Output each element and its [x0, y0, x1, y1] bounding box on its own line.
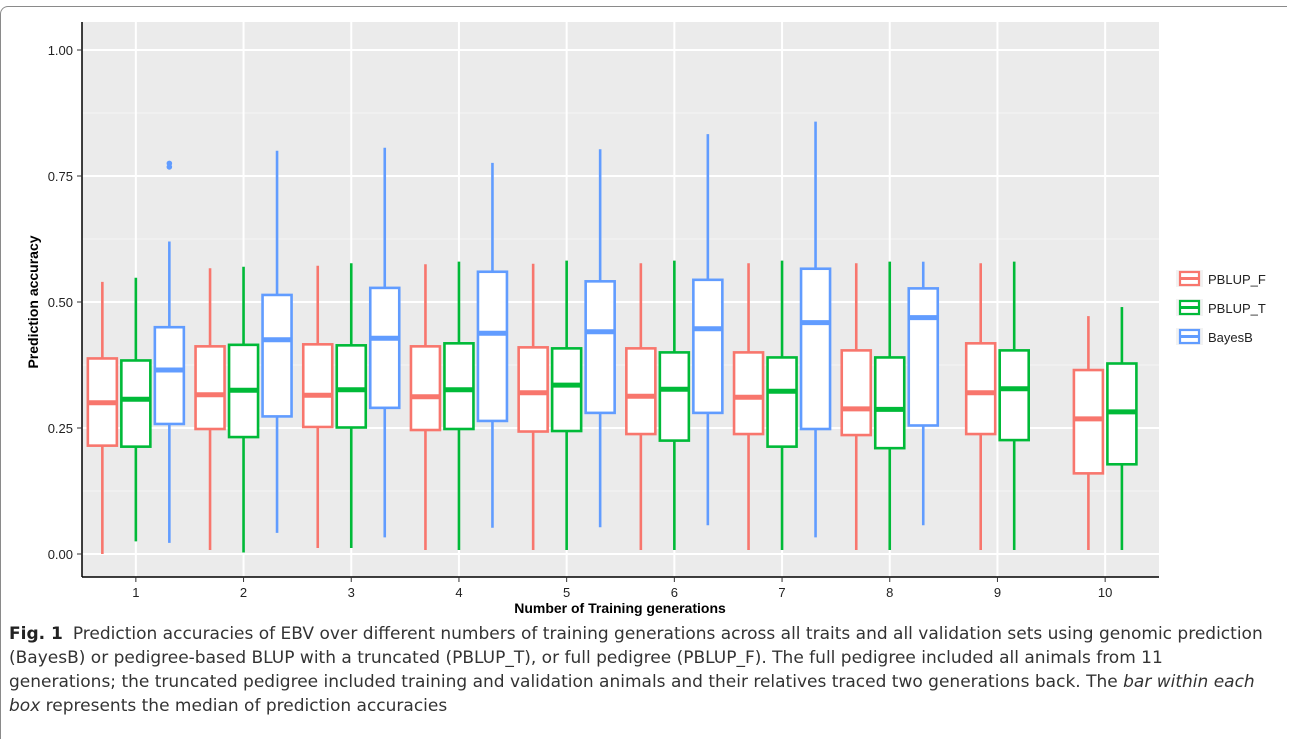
box-PBLUP_F-7: [732, 263, 765, 550]
box-PBLUP_F-6: [625, 263, 657, 550]
y-axis-title: Prediction accuracy: [25, 235, 41, 368]
box-PBLUP_T-6: [658, 260, 691, 550]
box-PBLUP_F-2: [194, 268, 226, 550]
box-iqr: [120, 359, 152, 448]
box-BayesB-5: [584, 149, 616, 528]
x-tick-label: 1: [132, 585, 139, 600]
box-PBLUP_F-1: [86, 281, 119, 554]
x-tick-label: 10: [1098, 585, 1112, 600]
y-tick-label: 0.75: [48, 169, 73, 184]
boxplot-chart: 0.00 0.25 0.50 0.75 1.00 1 2 3 4 5 6 7 8 9 10 Number …: [25, 22, 1266, 616]
box-PBLUP_F-8: [840, 263, 873, 550]
box-iqr: [766, 356, 798, 448]
box-iqr: [692, 278, 724, 415]
box-PBLUP_F-4: [409, 264, 442, 550]
figure-frame: [0, 6, 1287, 739]
box-BayesB-7: [799, 121, 832, 538]
box-iqr: [625, 347, 657, 436]
box-PBLUP_T-7: [766, 260, 798, 550]
box-iqr: [998, 349, 1031, 442]
box-iqr: [658, 351, 691, 442]
box-iqr: [550, 347, 583, 433]
box-PBLUP_F-9: [964, 263, 997, 550]
box-PBLUP_T-2: [227, 266, 260, 553]
box-iqr: [732, 351, 765, 436]
box-PBLUP_T-3: [335, 263, 368, 548]
x-tick-label: 9: [994, 585, 1001, 600]
legend-item-BayesB: BayesB: [1176, 328, 1253, 345]
x-tick-label: 8: [886, 585, 893, 600]
figure-caption: Fig. 1 Prediction accuracies of EBV over …: [9, 622, 1274, 718]
box-PBLUP_T-4: [443, 261, 475, 550]
box-PBLUP_F-10: [1072, 316, 1105, 550]
y-tick-label: 0.25: [48, 421, 73, 436]
box-iqr: [799, 267, 832, 431]
y-tick-label: 1.00: [48, 43, 73, 58]
box-iqr: [1072, 368, 1105, 475]
box-PBLUP_T-8: [873, 261, 906, 550]
legend-label: BayesB: [1208, 330, 1253, 345]
box-PBLUP_F-5: [517, 263, 549, 550]
box-PBLUP_T-1: [120, 277, 152, 542]
x-tick-label: 3: [348, 585, 355, 600]
box-iqr: [517, 346, 549, 433]
box-BayesB-4: [476, 162, 509, 528]
legend-item-PBLUP_F: PBLUP_F: [1176, 270, 1266, 287]
y-tick-label: 0.00: [48, 547, 73, 562]
box-iqr: [964, 342, 997, 436]
legend-label: PBLUP_T: [1208, 301, 1266, 316]
legend: PBLUP_F PBLUP_T BayesB: [1176, 270, 1266, 345]
x-tick-label: 4: [455, 585, 462, 600]
box-iqr: [840, 349, 873, 437]
x-tick-label: 2: [240, 585, 247, 600]
box-iqr: [153, 325, 186, 426]
legend-label: PBLUP_F: [1208, 272, 1266, 287]
caption-italic: bar within each box: [9, 672, 1255, 716]
x-ticks: 1 2 3 4 5 6 7 8 9 10: [132, 577, 1112, 600]
box-BayesB-1: [153, 160, 186, 543]
box-iqr: [261, 293, 293, 418]
box-BayesB-6: [692, 134, 724, 526]
box-BayesB-3: [368, 147, 401, 538]
box-series: [86, 121, 1138, 554]
outlier-point: [166, 160, 173, 167]
x-tick-label: 6: [671, 585, 678, 600]
caption-label: Fig. 1: [9, 624, 63, 644]
box-iqr: [368, 286, 401, 410]
caption-text-end: represents the median of prediction accu…: [40, 696, 448, 716]
box-PBLUP_T-10: [1106, 307, 1138, 550]
box-BayesB-8: [907, 261, 940, 526]
box-iqr: [194, 345, 226, 431]
x-axis-title: Number of Training generations: [514, 600, 726, 616]
box-PBLUP_T-9: [998, 261, 1031, 550]
box-PBLUP_T-5: [550, 260, 583, 550]
box-iqr: [409, 345, 442, 432]
x-tick-label: 7: [778, 585, 785, 600]
x-tick-label: 5: [563, 585, 570, 600]
box-PBLUP_F-3: [301, 265, 334, 548]
box-iqr: [584, 280, 616, 415]
box-iqr: [335, 344, 368, 429]
box-iqr: [443, 342, 475, 431]
caption-text: Prediction accuracies of EBV over differ…: [9, 624, 1263, 692]
y-tick-label: 0.50: [48, 295, 73, 310]
legend-item-PBLUP_T: PBLUP_T: [1176, 299, 1266, 316]
box-iqr: [907, 287, 940, 427]
box-BayesB-2: [261, 150, 293, 533]
box-iqr: [476, 270, 509, 423]
box-iqr: [301, 343, 334, 429]
y-ticks: 0.00 0.25 0.50 0.75 1.00: [48, 43, 82, 562]
box-iqr: [873, 356, 906, 450]
